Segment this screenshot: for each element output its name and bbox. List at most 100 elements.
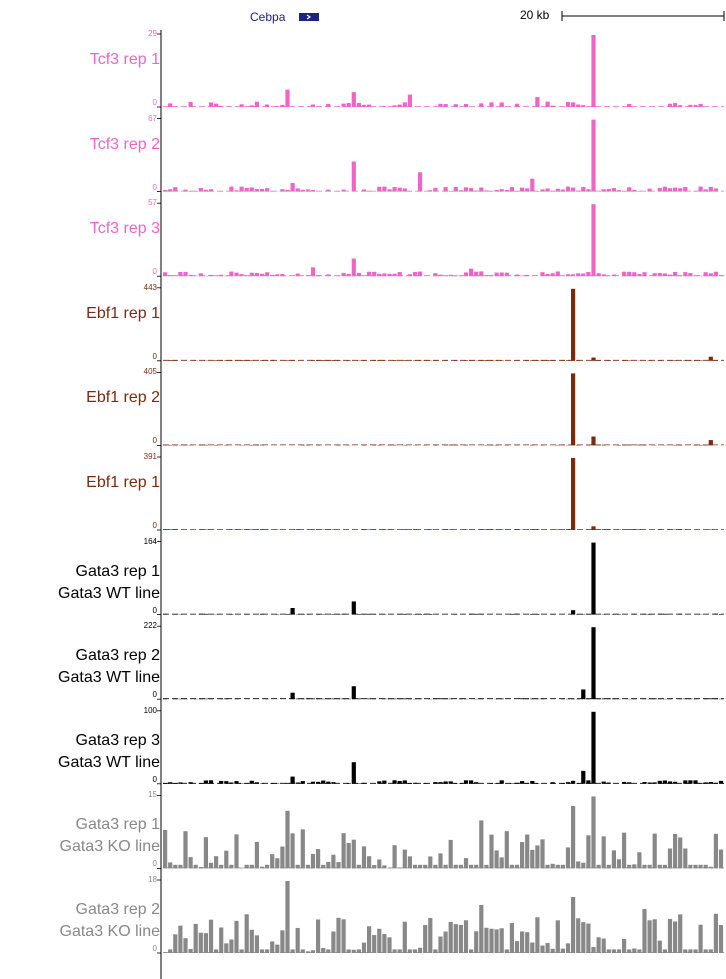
signal-bar <box>540 272 545 277</box>
signal-bar <box>560 948 565 953</box>
signal-bar <box>193 923 198 953</box>
signal-bar <box>550 273 555 277</box>
signal-bar <box>494 272 499 277</box>
scale-bar <box>561 11 725 21</box>
signal-bar <box>310 104 316 107</box>
signal-bar <box>239 274 244 277</box>
signal-bar <box>433 864 438 869</box>
signal-bar <box>168 189 173 192</box>
signal-bar <box>453 187 458 192</box>
signal-bar <box>203 613 208 615</box>
signal-bar <box>708 356 713 361</box>
signal-bar <box>239 186 244 192</box>
signal-bar <box>397 781 402 784</box>
signal-bar <box>678 188 683 192</box>
signal-bar <box>356 864 361 869</box>
track-label[interactable]: Tcf3 rep 2 <box>90 134 160 156</box>
signal-bar <box>499 272 504 277</box>
track-label[interactable]: Gata3 rep 2 Gata3 KO line <box>60 899 161 943</box>
track-ymax: 164 <box>143 536 157 546</box>
signal-bar <box>627 864 632 869</box>
signal-bar <box>453 104 458 107</box>
track-signal <box>163 373 724 446</box>
signal-bar <box>489 928 494 953</box>
signal-bar <box>662 949 667 953</box>
track-label-line: Ebf1 rep 2 <box>86 389 160 407</box>
signal-bar <box>555 920 560 953</box>
track-ymax: 57 <box>148 198 157 208</box>
signal-bar <box>229 186 234 192</box>
track-label[interactable]: Ebf1 rep 1 <box>86 303 160 325</box>
signal-bar <box>214 275 219 277</box>
signal-bar <box>479 187 484 192</box>
signal-bar <box>688 273 693 277</box>
signal-bar <box>586 780 591 784</box>
signal-bar <box>367 271 372 277</box>
track-ymin: 0 <box>152 605 157 615</box>
signal-bar <box>525 188 530 192</box>
signal-bar <box>316 781 321 784</box>
signal-bar <box>239 359 244 361</box>
track-label[interactable]: Gata3 rep 1 Gata3 KO line <box>60 814 161 858</box>
signal-bar <box>642 272 647 277</box>
signal-bar <box>708 186 713 192</box>
track-label[interactable]: Gata3 rep 2 Gata3 WT line <box>58 645 160 689</box>
signal-bar <box>438 936 443 953</box>
signal-bar <box>591 204 596 277</box>
signal-bar <box>351 686 356 700</box>
signal-bar <box>688 780 693 784</box>
signal-bar <box>474 782 479 784</box>
signal-bar <box>351 601 356 615</box>
signal-bar <box>576 918 581 953</box>
signal-bar <box>652 833 657 869</box>
signal-bar <box>571 610 576 615</box>
signal-bar <box>479 820 484 869</box>
track-label[interactable]: Tcf3 rep 3 <box>90 218 160 240</box>
signal-bar <box>203 444 208 446</box>
signal-bar <box>219 927 224 953</box>
signal-bar <box>188 101 193 107</box>
signal-bar <box>683 272 688 277</box>
track-label[interactable]: Ebf1 rep 1 <box>86 472 160 494</box>
track-label[interactable]: Gata3 rep 1 Gata3 WT line <box>58 561 160 605</box>
signal-bar <box>428 856 433 869</box>
signal-bar <box>300 781 305 784</box>
signal-bar <box>622 938 627 953</box>
signal-bar <box>316 919 321 953</box>
track-label[interactable]: Gata3 rep 3 Gata3 WT line <box>58 730 160 774</box>
signal-bar <box>254 935 259 953</box>
signal-bar <box>489 102 494 107</box>
signal-bar <box>285 189 290 192</box>
signal-bar <box>647 188 652 192</box>
signal-bar <box>438 274 443 277</box>
signal-bar <box>377 273 382 277</box>
signal-bar <box>295 698 300 700</box>
signal-bar <box>499 189 504 192</box>
signal-bar <box>438 782 443 784</box>
signal-bar <box>392 780 397 784</box>
signal-bar <box>622 832 627 869</box>
signal-bar <box>637 444 642 446</box>
signal-bar <box>657 864 662 869</box>
signal-bar <box>316 849 321 869</box>
signal-bar <box>606 949 611 953</box>
signal-bar <box>290 183 295 192</box>
signal-bar <box>683 949 688 953</box>
signal-bar <box>443 104 448 107</box>
signal-bar <box>474 271 479 277</box>
signal-bar <box>331 698 336 700</box>
signal-bar <box>326 189 331 192</box>
track-label[interactable]: Tcf3 rep 1 <box>90 49 160 71</box>
signal-bar <box>647 864 652 869</box>
gene-model-icon[interactable] <box>299 12 319 22</box>
signal-bar <box>550 863 555 869</box>
signal-bar <box>198 273 203 277</box>
signal-bar <box>555 271 560 277</box>
signal-bar <box>448 921 453 953</box>
gene-label[interactable]: Cebpa <box>250 10 286 24</box>
track-label[interactable]: Ebf1 rep 2 <box>86 387 160 409</box>
signal-bar <box>565 847 571 869</box>
signal-bar <box>265 272 270 277</box>
signal-bar <box>295 782 300 784</box>
signal-bar <box>484 360 489 361</box>
